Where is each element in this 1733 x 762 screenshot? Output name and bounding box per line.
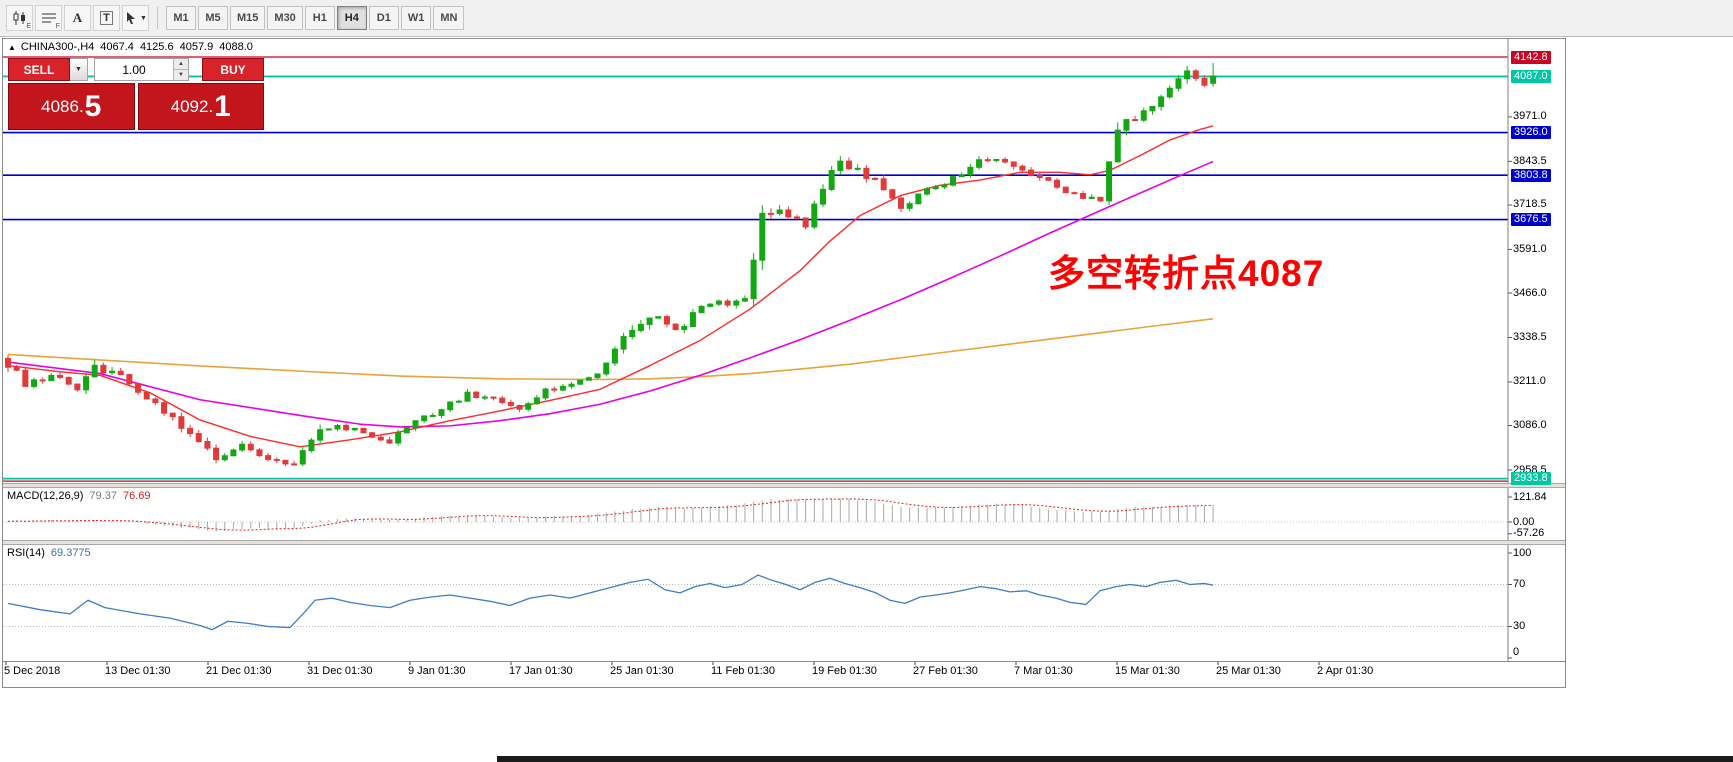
price-axis-label: 3211.0: [1513, 375, 1546, 388]
stepper-up-icon[interactable]: ▲: [174, 59, 188, 69]
macd-name: MACD(12,26,9): [7, 490, 84, 502]
timeframe-button-m1[interactable]: M1: [166, 6, 196, 30]
time-axis-label: 7 Mar 01:30: [1014, 665, 1073, 677]
icon-sub-label: E: [26, 23, 31, 30]
rsi-axis-label: 70: [1513, 578, 1526, 590]
time-axis-label: 27 Feb 01:30: [913, 665, 978, 677]
price-level-badge: 4087.0: [1511, 69, 1551, 83]
volume-input[interactable]: [95, 59, 173, 80]
chevron-down-icon: ▼: [75, 66, 82, 73]
time-axis-label: 15 Mar 01:30: [1115, 665, 1180, 677]
time-axis-label: 2 Apr 01:30: [1317, 665, 1374, 677]
time-axis-label: 13 Dec 01:30: [105, 665, 171, 677]
price-axis-label: 3086.0: [1513, 419, 1547, 432]
rsi-label: RSI(14) 69.3775: [7, 547, 91, 559]
taskbar-strip: [497, 756, 1733, 762]
rsi-axis-label: 30: [1513, 620, 1526, 632]
time-axis-label: 31 Dec 01:30: [307, 665, 373, 677]
line-levels-icon[interactable]: F: [35, 5, 62, 31]
icon-sub-label: F: [55, 23, 60, 30]
chart-plot-area[interactable]: [3, 39, 1508, 661]
price-level-badge: 3803.8: [1511, 168, 1551, 182]
chart-annotation-text: 多空转折点4087: [1048, 253, 1325, 294]
timeframe-button-h1[interactable]: H1: [304, 6, 335, 30]
candlestick-chart-icon[interactable]: E: [6, 5, 33, 31]
sell-price-main: 4086.: [41, 96, 84, 116]
macd-axis-label: 0.00: [1513, 515, 1535, 528]
price-level-badge: 3926.0: [1511, 126, 1551, 140]
lines-glyph: [41, 13, 56, 23]
price-axis-label: 3718.5: [1513, 198, 1547, 211]
timeframe-button-h4[interactable]: H4: [336, 6, 367, 30]
sell-price-panel[interactable]: 4086. 5: [8, 83, 135, 130]
time-axis-label: 25 Mar 01:30: [1216, 665, 1281, 677]
chevron-down-icon: ▼: [140, 14, 147, 22]
buy-price-main: 4092.: [170, 96, 214, 116]
stepper-down-icon[interactable]: ▼: [174, 69, 188, 80]
cursor-glyph: [127, 12, 136, 24]
price-axis-label: 3971.0: [1513, 110, 1547, 123]
text-tool-icon[interactable]: T: [93, 5, 120, 31]
time-axis-label: 25 Jan 01:30: [610, 665, 674, 677]
price-level-badge: 2933.8: [1511, 472, 1551, 486]
timeframe-group: M1 M5 M15 M30 H1 H4 D1 W1 MN: [165, 6, 465, 30]
macd-axis-label: -57.26: [1513, 527, 1545, 540]
sell-price-pips: 5: [84, 89, 102, 123]
macd-signal-value: 76.69: [122, 490, 151, 502]
ohlc-low: 4057.9: [179, 41, 214, 53]
timeframe-button-w1[interactable]: W1: [400, 6, 432, 30]
chart-title: ▲ CHINA300-,H4 4067.4 4125.6 4057.9 4088.0: [8, 41, 253, 53]
rsi-axis-label: 100: [1513, 546, 1532, 559]
volume-stepper: ▲ ▼: [173, 59, 188, 80]
panel-splitter-macd[interactable]: [3, 483, 1565, 488]
collapse-panel-icon[interactable]: ▲: [8, 43, 16, 52]
symbol-period-label: CHINA300-,H4: [20, 41, 95, 53]
ohlc-open: 4067.4: [100, 41, 134, 53]
macd-label: MACD(12,26,9) 79.37 76.69: [7, 490, 150, 502]
price-axis-label: 3338.5: [1513, 330, 1547, 343]
price-axis-label: 3843.5: [1513, 154, 1547, 167]
time-axis-label: 11 Feb 01:30: [711, 665, 776, 677]
time-axis-label: 19 Feb 01:30: [812, 665, 877, 677]
font-tool-icon[interactable]: A: [64, 5, 91, 31]
price-level-badge: 3676.5: [1511, 213, 1551, 227]
timeframe-button-mn[interactable]: MN: [433, 6, 465, 30]
candles-glyph: [13, 11, 25, 25]
time-axis-label: 21 Dec 01:30: [206, 665, 272, 677]
time-axis-separator: [3, 661, 1565, 662]
macd-main-value: 79.37: [89, 490, 117, 502]
volume-box: ▲ ▼: [94, 58, 189, 81]
timeframe-button-d1[interactable]: D1: [368, 6, 399, 30]
timeframe-button-m5[interactable]: M5: [198, 6, 228, 30]
timeframe-button-m30[interactable]: M30: [267, 6, 303, 30]
buy-price-panel[interactable]: 4092. 1: [137, 83, 264, 130]
buy-button[interactable]: BUY: [202, 58, 264, 81]
sell-button[interactable]: SELL: [8, 58, 70, 81]
timeframe-button-m15[interactable]: M15: [230, 6, 266, 30]
ohlc-high: 4125.6: [139, 41, 174, 53]
one-click-trading-panel: SELL ▼ ▲ ▼ BUY 4086. 5 4092. 1: [8, 58, 264, 130]
rsi-name: RSI(14): [7, 547, 45, 559]
buy-price-pips: 1: [214, 89, 231, 123]
toolbar-separator: [157, 7, 158, 29]
time-axis-label: 17 Jan 01:30: [509, 665, 573, 677]
macd-axis-label: 121.84: [1513, 490, 1547, 503]
rsi-value: 69.3775: [50, 547, 91, 559]
ohlc-close: 4088.0: [219, 41, 253, 53]
chart-window-frame: [2, 38, 1566, 688]
price-level-badge: 4142.8: [1511, 50, 1551, 64]
time-axis-label: 5 Dec 2018: [4, 665, 61, 677]
rsi-axis-label: 0: [1513, 645, 1520, 658]
cursor-tool-icon[interactable]: ▼: [122, 5, 149, 31]
panel-splitter-rsi[interactable]: [3, 540, 1565, 545]
time-axis-label: 9 Jan 01:30: [408, 665, 466, 677]
price-axis-label: 3591.0: [1513, 242, 1547, 255]
price-axis-label: 3466.0: [1513, 286, 1547, 299]
order-type-dropdown[interactable]: ▼: [70, 58, 88, 81]
main-toolbar: E F A T ▼ M1 M5 M15 M30 H1 H4 D1 W1 MN: [0, 0, 1733, 37]
